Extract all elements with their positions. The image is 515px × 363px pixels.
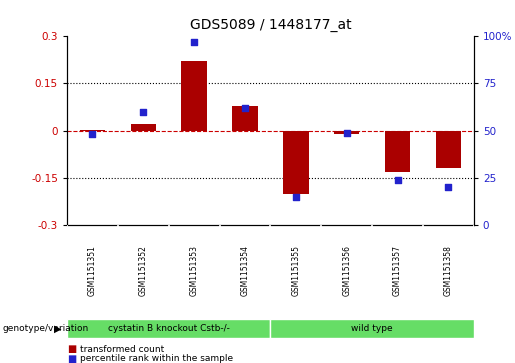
Bar [232, 106, 258, 131]
Text: GSM1151353: GSM1151353 [190, 245, 199, 296]
Text: wild type: wild type [351, 324, 393, 333]
Text: GSM1151358: GSM1151358 [444, 245, 453, 296]
Point [393, 177, 402, 183]
Text: ■: ■ [67, 354, 76, 363]
Point [88, 131, 96, 137]
Point [291, 194, 300, 200]
Bar [283, 131, 308, 193]
Point [444, 184, 453, 190]
Text: GSM1151355: GSM1151355 [291, 245, 300, 296]
Text: ▶: ▶ [54, 323, 62, 334]
Bar [334, 131, 359, 134]
Bar [270, 319, 474, 338]
Point [190, 39, 198, 45]
Point [342, 130, 351, 135]
Point [241, 105, 249, 111]
Bar [436, 131, 461, 168]
Text: GSM1151354: GSM1151354 [241, 245, 249, 296]
Bar [385, 131, 410, 172]
Text: ■: ■ [67, 344, 76, 354]
Text: transformed count: transformed count [80, 345, 164, 354]
Point [139, 109, 147, 115]
Title: GDS5089 / 1448177_at: GDS5089 / 1448177_at [190, 19, 351, 33]
Bar [80, 130, 105, 131]
Bar [130, 124, 156, 131]
Bar [181, 61, 207, 131]
Bar [67, 319, 270, 338]
Text: percentile rank within the sample: percentile rank within the sample [80, 354, 233, 363]
Text: GSM1151351: GSM1151351 [88, 245, 97, 296]
Text: cystatin B knockout Cstb-/-: cystatin B knockout Cstb-/- [108, 324, 230, 333]
Text: GSM1151352: GSM1151352 [139, 245, 148, 296]
Text: GSM1151357: GSM1151357 [393, 245, 402, 296]
Text: genotype/variation: genotype/variation [3, 324, 89, 333]
Text: GSM1151356: GSM1151356 [342, 245, 351, 296]
